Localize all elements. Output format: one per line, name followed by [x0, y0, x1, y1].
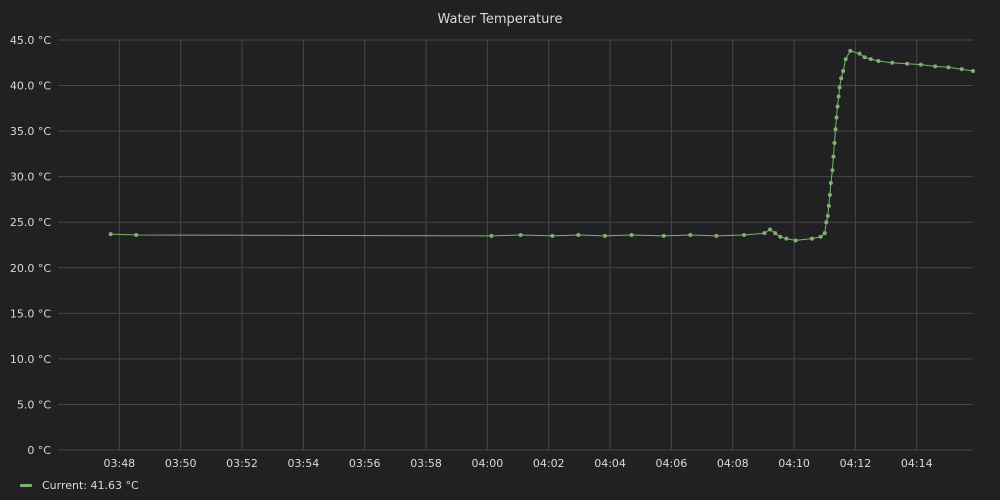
data-point[interactable] [946, 65, 951, 70]
data-point[interactable] [489, 233, 494, 238]
data-point[interactable] [834, 115, 839, 120]
data-point[interactable] [905, 61, 910, 66]
legend-label: Current: 41.63 °C [42, 479, 139, 492]
x-tick-label: 03:52 [226, 457, 258, 470]
x-tick-label: 03:50 [165, 457, 197, 470]
data-point[interactable] [826, 203, 831, 208]
x-tick-label: 04:02 [533, 457, 565, 470]
data-point[interactable] [836, 94, 841, 99]
data-point[interactable] [688, 232, 693, 237]
data-point[interactable] [971, 68, 975, 73]
x-tick-label: 03:56 [349, 457, 381, 470]
x-tick-label: 04:04 [594, 457, 626, 470]
series-line [110, 50, 974, 241]
data-point[interactable] [933, 64, 938, 69]
y-axis: 0 °C 5.0 °C 10.0 °C 15.0 °C 20.0 °C 25.0 °C 30… [10, 34, 51, 457]
y-tick-label: 35.0 °C [10, 125, 51, 138]
data-point[interactable] [778, 234, 783, 239]
data-point[interactable] [832, 140, 837, 145]
x-axis: 03:48 03:50 03:52 03:54 03:56 03:58 04:00 04:02… [103, 457, 932, 470]
data-point[interactable] [839, 76, 844, 81]
x-tick-label: 04:14 [901, 457, 933, 470]
data-point[interactable] [876, 58, 881, 63]
y-tick-label: 15.0 °C [10, 307, 51, 320]
x-tick-label: 04:00 [472, 457, 504, 470]
legend[interactable]: Current: 41.63 °C [20, 479, 139, 492]
y-tick-label: 5.0 °C [17, 398, 51, 411]
line-chart: Water Temperature 0 °C 5.0 °C 10.0 °C 15.0 … [10, 12, 975, 470]
x-tick-label: 04:06 [656, 457, 688, 470]
data-point[interactable] [828, 181, 833, 186]
data-point[interactable] [835, 104, 840, 109]
data-point[interactable] [890, 60, 895, 65]
y-tick-label: 25.0 °C [10, 216, 51, 229]
x-tick-label: 03:58 [410, 457, 442, 470]
x-tick-label: 04:10 [778, 457, 810, 470]
data-point[interactable] [768, 227, 773, 232]
data-point[interactable] [830, 168, 835, 173]
data-point[interactable] [773, 231, 778, 236]
data-point[interactable] [868, 57, 873, 62]
data-point[interactable] [576, 232, 581, 237]
x-tick-label: 03:54 [288, 457, 320, 470]
x-tick-label: 04:08 [717, 457, 749, 470]
data-point[interactable] [822, 231, 827, 236]
grid [58, 39, 973, 451]
legend-swatch [20, 484, 32, 487]
data-point[interactable] [848, 48, 853, 53]
data-point[interactable] [824, 220, 829, 225]
y-tick-label: 30.0 °C [10, 171, 51, 184]
data-point[interactable] [762, 231, 767, 236]
data-point[interactable] [837, 85, 842, 90]
data-point[interactable] [602, 233, 607, 238]
data-point[interactable] [793, 238, 798, 243]
data-point[interactable] [831, 154, 836, 159]
data-point[interactable] [862, 55, 867, 60]
data-point[interactable] [825, 213, 830, 218]
x-tick-label: 04:12 [840, 457, 872, 470]
data-point[interactable] [841, 68, 846, 73]
data-point[interactable] [818, 234, 823, 239]
chart-title: Water Temperature [438, 12, 563, 27]
y-tick-label: 10.0 °C [10, 353, 51, 366]
data-point[interactable] [741, 232, 746, 237]
data-point[interactable] [843, 57, 848, 62]
y-tick-label: 0 °C [27, 444, 51, 457]
data-point[interactable] [629, 232, 634, 237]
y-tick-label: 45.0 °C [10, 34, 51, 47]
data-point[interactable] [827, 192, 832, 197]
x-tick-label: 03:48 [103, 457, 135, 470]
data-point[interactable] [918, 62, 923, 67]
data-point[interactable] [833, 127, 838, 132]
data-point[interactable] [661, 233, 666, 238]
data-point[interactable] [809, 236, 814, 241]
data-point[interactable] [108, 232, 113, 237]
data-point[interactable] [518, 232, 523, 237]
data-point[interactable] [959, 67, 964, 72]
data-point[interactable] [784, 236, 789, 241]
data-point[interactable] [134, 232, 139, 237]
y-tick-label: 20.0 °C [10, 262, 51, 275]
data-point[interactable] [550, 233, 555, 238]
data-point[interactable] [857, 51, 862, 56]
series-group [108, 48, 975, 243]
y-tick-label: 40.0 °C [10, 80, 51, 93]
data-point[interactable] [714, 233, 719, 238]
